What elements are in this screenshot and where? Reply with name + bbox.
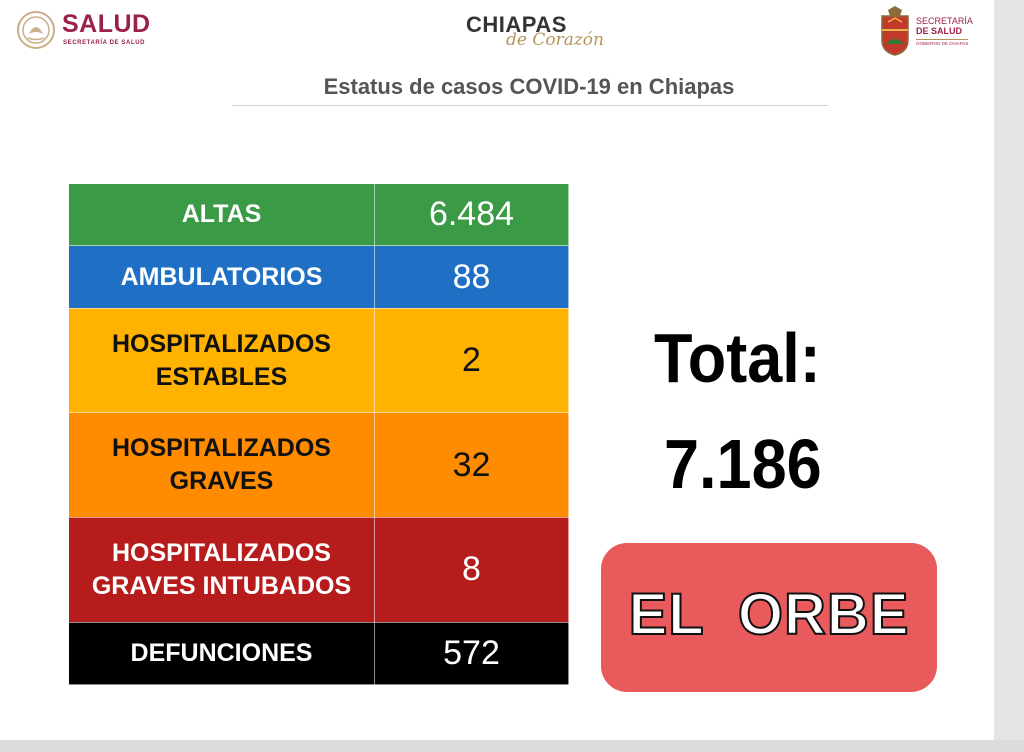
salud-logo: SALUD SECRETARÍA DE SALUD bbox=[16, 8, 176, 54]
status-value: 2 bbox=[374, 307, 569, 414]
chiapas-shield-icon bbox=[881, 6, 909, 56]
status-row: HOSPITALIZADOS GRAVES 32 bbox=[68, 412, 569, 518]
status-row: DEFUNCIONES 572 bbox=[68, 621, 569, 686]
el-orbe-text: EL ORBE bbox=[628, 581, 910, 648]
status-label: HOSPITALIZADOS ESTABLES bbox=[68, 307, 375, 414]
status-label: AMBULATORIOS bbox=[68, 245, 375, 309]
status-row: HOSPITALIZADOS GRAVES INTUBADOS 8 bbox=[68, 516, 569, 623]
status-row: AMBULATORIOS 88 bbox=[68, 245, 569, 309]
status-value: 572 bbox=[374, 621, 569, 686]
chiapas-script: de Corazón bbox=[506, 30, 604, 50]
bottom-margin bbox=[0, 740, 1024, 752]
status-table-body: ALTAS 6.484 AMBULATORIOS 88 HOSPITALIZADOS E… bbox=[68, 182, 569, 686]
total-label: Total: bbox=[654, 319, 821, 397]
right-margin bbox=[994, 0, 1024, 752]
status-row: HOSPITALIZADOS ESTABLES 2 bbox=[68, 307, 569, 414]
secretaria-line2: DE SALUD bbox=[916, 26, 963, 36]
status-value: 6.484 bbox=[374, 182, 569, 247]
secretaria-line3: GOBIERNO DE CHIAPAS bbox=[916, 39, 969, 46]
status-label: ALTAS bbox=[68, 182, 375, 247]
secretaria-logo: SECRETARÍA DE SALUD GOBIERNO DE CHIAPAS bbox=[876, 6, 992, 58]
salud-wordmark: SALUD bbox=[62, 10, 151, 38]
status-value: 8 bbox=[374, 516, 569, 623]
salud-subtitle: SECRETARÍA DE SALUD bbox=[63, 40, 146, 46]
total-value: 7.186 bbox=[664, 425, 822, 503]
page-title: Estatus de casos COVID-19 en Chiapas bbox=[323, 74, 735, 99]
status-value: 88 bbox=[374, 245, 569, 309]
chiapas-logo: CHIAPAS de Corazón bbox=[464, 10, 614, 54]
status-label: DEFUNCIONES bbox=[68, 621, 375, 686]
status-table: ALTAS 6.484 AMBULATORIOS 88 HOSPITALIZADOS E… bbox=[68, 182, 569, 686]
mexico-seal-icon bbox=[17, 11, 55, 49]
status-value: 32 bbox=[374, 412, 569, 518]
status-label: HOSPITALIZADOS GRAVES INTUBADOS bbox=[68, 516, 375, 623]
status-row: ALTAS 6.484 bbox=[68, 182, 569, 247]
chiapas-wordmark: CHIAPAS bbox=[466, 12, 567, 37]
title-divider bbox=[232, 105, 828, 106]
secretaria-line1: SECRETARÍA bbox=[916, 16, 973, 26]
slide-page: SALUD SECRETARÍA DE SALUD CHIAPAS de Cor… bbox=[0, 0, 994, 740]
el-orbe-badge: EL ORBE bbox=[601, 543, 937, 692]
status-label: HOSPITALIZADOS GRAVES bbox=[68, 412, 375, 518]
